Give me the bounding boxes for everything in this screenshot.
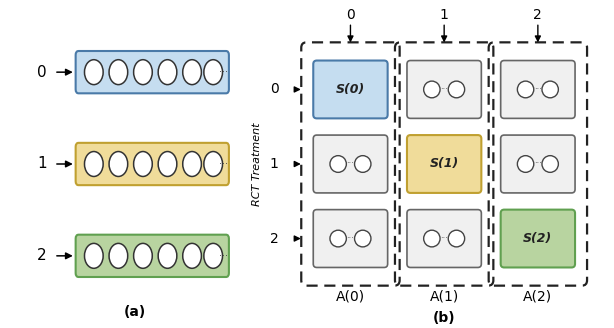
- Circle shape: [448, 230, 465, 247]
- Text: ···: ···: [346, 159, 354, 169]
- Text: 1: 1: [440, 8, 449, 22]
- Circle shape: [85, 243, 103, 268]
- Text: ···: ···: [219, 251, 228, 261]
- FancyBboxPatch shape: [500, 210, 575, 267]
- Circle shape: [518, 81, 534, 98]
- FancyBboxPatch shape: [313, 135, 387, 193]
- FancyBboxPatch shape: [76, 235, 229, 277]
- Circle shape: [354, 156, 371, 172]
- Text: A(2): A(2): [523, 290, 553, 304]
- Circle shape: [204, 60, 222, 85]
- Circle shape: [158, 243, 177, 268]
- Circle shape: [448, 81, 465, 98]
- Circle shape: [183, 243, 201, 268]
- Text: ···: ···: [440, 234, 448, 243]
- Circle shape: [134, 60, 152, 85]
- Circle shape: [424, 230, 440, 247]
- Circle shape: [183, 60, 201, 85]
- Circle shape: [158, 152, 177, 176]
- Text: ···: ···: [534, 159, 542, 169]
- Circle shape: [204, 152, 222, 176]
- Text: ···: ···: [440, 85, 448, 94]
- Circle shape: [204, 243, 222, 268]
- Text: (b): (b): [433, 311, 456, 325]
- FancyBboxPatch shape: [313, 61, 387, 118]
- Circle shape: [424, 81, 440, 98]
- Text: 2: 2: [270, 232, 279, 246]
- Text: S(2): S(2): [523, 232, 553, 245]
- Text: 1: 1: [37, 156, 47, 172]
- Circle shape: [85, 60, 103, 85]
- Text: 1: 1: [270, 157, 279, 171]
- FancyBboxPatch shape: [407, 135, 481, 193]
- Circle shape: [134, 152, 152, 176]
- Circle shape: [109, 152, 128, 176]
- Text: 0: 0: [37, 65, 47, 80]
- Circle shape: [109, 243, 128, 268]
- Circle shape: [134, 243, 152, 268]
- Circle shape: [542, 156, 558, 172]
- Text: RCT Treatment: RCT Treatment: [252, 122, 262, 206]
- Text: (a): (a): [124, 305, 146, 318]
- Text: 0: 0: [270, 82, 279, 96]
- Circle shape: [330, 156, 346, 172]
- Text: 2: 2: [534, 8, 542, 22]
- Circle shape: [542, 81, 558, 98]
- Text: A(0): A(0): [336, 290, 365, 304]
- FancyBboxPatch shape: [407, 61, 481, 118]
- FancyBboxPatch shape: [500, 135, 575, 193]
- Circle shape: [354, 230, 371, 247]
- Text: S(0): S(0): [336, 83, 365, 96]
- Text: S(1): S(1): [430, 157, 459, 171]
- FancyBboxPatch shape: [76, 143, 229, 185]
- Text: ···: ···: [219, 67, 228, 77]
- Text: ···: ···: [534, 85, 542, 94]
- FancyBboxPatch shape: [407, 210, 481, 267]
- FancyBboxPatch shape: [313, 210, 387, 267]
- Text: 2: 2: [37, 248, 47, 263]
- Circle shape: [158, 60, 177, 85]
- Circle shape: [330, 230, 346, 247]
- FancyBboxPatch shape: [76, 51, 229, 93]
- Circle shape: [109, 60, 128, 85]
- Text: 0: 0: [346, 8, 355, 22]
- FancyBboxPatch shape: [500, 61, 575, 118]
- Text: ···: ···: [219, 159, 228, 169]
- Circle shape: [85, 152, 103, 176]
- Text: ···: ···: [346, 234, 354, 243]
- Circle shape: [183, 152, 201, 176]
- Text: A(1): A(1): [430, 290, 459, 304]
- Circle shape: [518, 156, 534, 172]
